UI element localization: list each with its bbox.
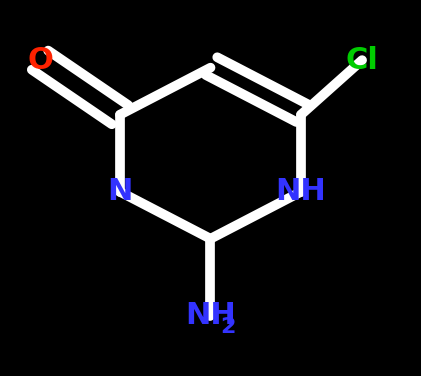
Text: O: O: [27, 45, 53, 75]
Text: N: N: [107, 177, 133, 206]
Text: 2: 2: [221, 317, 236, 337]
Text: NH: NH: [276, 177, 326, 206]
Text: NH: NH: [185, 301, 236, 331]
Text: Cl: Cl: [346, 45, 378, 75]
